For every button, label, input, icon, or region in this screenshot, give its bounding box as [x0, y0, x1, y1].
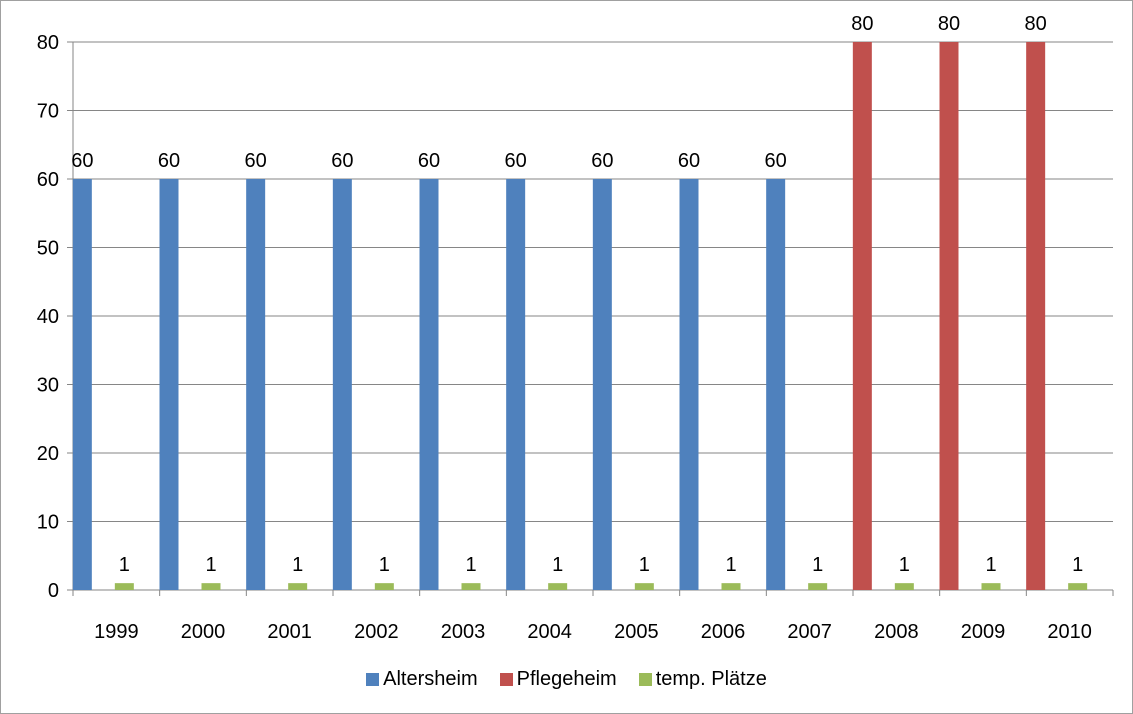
- x-tick-label: 2007: [787, 621, 832, 643]
- legend-item-pflegeheim: Pflegeheim: [499, 668, 617, 691]
- x-tick-label: 2009: [961, 621, 1006, 643]
- x-tick-label: 2010: [1047, 621, 1092, 643]
- legend-swatch-temp-plaetze: [638, 673, 652, 686]
- data-label: 1: [379, 554, 390, 576]
- y-tick-label: 0: [48, 580, 59, 602]
- legend-label-pflegeheim: Pflegeheim: [516, 668, 617, 690]
- bar: [981, 583, 1001, 590]
- data-label: 60: [678, 150, 700, 172]
- legend-swatch-pflegeheim: [499, 673, 513, 686]
- bar: [939, 42, 959, 590]
- x-tick-label: 2002: [354, 621, 399, 643]
- legend: Altersheim Pflegeheim temp. Plätze: [0, 668, 1133, 691]
- y-tick-label: 20: [37, 443, 59, 465]
- data-label: 60: [71, 150, 93, 172]
- data-label: 60: [765, 150, 787, 172]
- y-tick-label: 80: [37, 32, 59, 54]
- x-tick-label: 2006: [701, 621, 746, 643]
- bar: [332, 179, 352, 590]
- x-tick-label: 2004: [527, 621, 572, 643]
- data-label: 1: [899, 554, 910, 576]
- data-label: 80: [1025, 13, 1047, 35]
- bar: [461, 583, 481, 590]
- bar: [679, 179, 699, 590]
- y-tick-label: 60: [37, 169, 59, 191]
- y-tick-label: 30: [37, 375, 59, 397]
- y-tick-label: 70: [37, 101, 59, 123]
- x-tick-label: 2003: [441, 621, 486, 643]
- x-tick-label: 2008: [874, 621, 919, 643]
- data-label: 1: [119, 554, 130, 576]
- y-tick-label: 10: [37, 512, 59, 534]
- data-label: 60: [158, 150, 180, 172]
- bar: [159, 179, 179, 590]
- data-label: 60: [591, 150, 613, 172]
- bar: [894, 583, 914, 590]
- legend-item-altersheim: Altersheim: [366, 668, 478, 691]
- bar: [634, 583, 654, 590]
- data-label: 60: [505, 150, 527, 172]
- bar: [114, 583, 134, 590]
- bar: [721, 583, 741, 590]
- data-label: 1: [552, 554, 563, 576]
- x-tick-label: 2001: [267, 621, 312, 643]
- data-label: 60: [245, 150, 267, 172]
- bar: [419, 179, 439, 590]
- x-tick-label: 2000: [181, 621, 226, 643]
- bar: [374, 583, 394, 590]
- legend-item-temp-plaetze: temp. Plätze: [638, 668, 767, 691]
- data-label: 60: [331, 150, 353, 172]
- bar: [246, 179, 266, 590]
- legend-label-temp-plaetze: temp. Plätze: [655, 668, 767, 690]
- bar: [592, 179, 612, 590]
- x-tick-label: 1999: [94, 621, 139, 643]
- data-label: 1: [205, 554, 216, 576]
- data-label: 80: [938, 13, 960, 35]
- y-tick-label: 40: [37, 306, 59, 328]
- data-label: 80: [851, 13, 873, 35]
- bar: [201, 583, 221, 590]
- data-label: 1: [639, 554, 650, 576]
- data-label: 1: [1072, 554, 1083, 576]
- bar: [852, 42, 872, 590]
- bar: [808, 583, 828, 590]
- data-label: 1: [292, 554, 303, 576]
- bar: [548, 583, 568, 590]
- bar: [72, 179, 92, 590]
- bar: [288, 583, 308, 590]
- data-label: 1: [725, 554, 736, 576]
- data-label: 60: [418, 150, 440, 172]
- x-tick-label: 2005: [614, 621, 659, 643]
- bar: [1068, 583, 1088, 590]
- data-label: 1: [812, 554, 823, 576]
- bar: [766, 179, 786, 590]
- y-tick-label: 50: [37, 238, 59, 260]
- data-label: 1: [465, 554, 476, 576]
- bar: [506, 179, 526, 590]
- bar: [1026, 42, 1046, 590]
- legend-swatch-altersheim: [366, 673, 380, 686]
- data-label: 1: [985, 554, 996, 576]
- legend-label-altersheim: Altersheim: [383, 668, 478, 690]
